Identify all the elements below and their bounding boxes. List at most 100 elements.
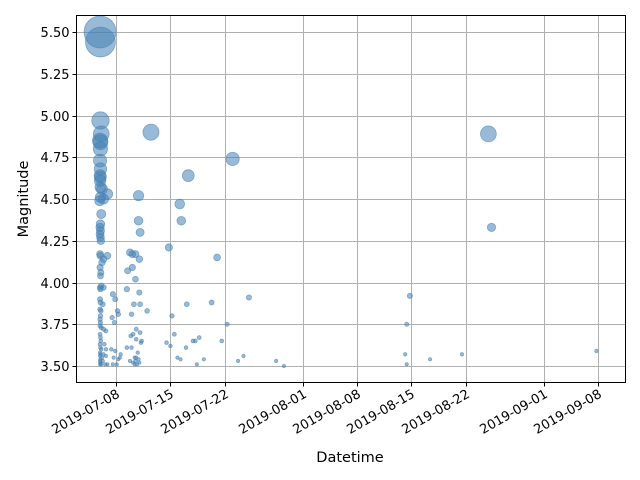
data-point [142, 123, 160, 141]
y-axis-ticks: 3.50 3.75 4.00 4.25 4.50 4.75 5.00 5.25 5.50 [41, 26, 77, 375]
x-axis-label: Datetime [316, 450, 383, 466]
data-point [135, 255, 144, 263]
data-point [171, 331, 177, 337]
data-point [135, 350, 140, 355]
data-point [137, 301, 143, 308]
data-point [194, 362, 199, 367]
data-point [124, 267, 132, 275]
data-point [103, 347, 109, 352]
data-point [196, 335, 202, 340]
data-point [105, 362, 110, 367]
data-point [109, 347, 114, 352]
y-tick-label: 4.50 [41, 193, 70, 208]
data-point [135, 227, 145, 237]
data-point [175, 355, 180, 360]
data-points [83, 15, 599, 368]
data-point [133, 215, 144, 226]
y-axis-label: Magnitude [16, 161, 32, 238]
data-point [118, 352, 123, 357]
data-point [245, 294, 252, 301]
data-point [174, 198, 186, 210]
data-point [459, 352, 465, 357]
data-point [404, 362, 409, 367]
y-tick-label: 5.00 [41, 110, 70, 125]
data-point [136, 289, 143, 296]
data-point [85, 26, 116, 58]
data-point [183, 345, 189, 350]
data-point [128, 311, 135, 317]
data-point [137, 330, 143, 336]
data-point [110, 362, 115, 367]
data-point [94, 195, 106, 207]
data-point [404, 321, 410, 327]
data-point [176, 215, 187, 226]
data-point [128, 333, 134, 339]
data-point [594, 348, 599, 354]
data-point [115, 311, 122, 317]
data-point [127, 358, 133, 364]
y-tick-label: 5.25 [41, 68, 70, 83]
data-point [403, 352, 408, 357]
data-point [480, 125, 497, 143]
data-point [132, 275, 139, 283]
data-point [131, 301, 137, 308]
data-point [96, 236, 106, 245]
data-point [178, 357, 183, 362]
data-point [406, 292, 413, 299]
data-point [164, 340, 169, 345]
data-point [192, 338, 198, 344]
data-point [98, 362, 103, 367]
data-point [109, 291, 116, 298]
data-point [128, 263, 136, 272]
data-point [97, 272, 104, 280]
data-point [96, 209, 107, 219]
data-point [129, 345, 134, 350]
data-point [103, 328, 109, 334]
y-tick-label: 4.00 [41, 277, 70, 292]
data-point [225, 151, 240, 166]
data-point [103, 353, 109, 359]
y-tick-label: 5.50 [41, 26, 70, 41]
data-point [144, 308, 150, 314]
data-point [133, 336, 139, 342]
data-point [132, 190, 145, 202]
data-point [111, 355, 116, 360]
data-point [169, 313, 175, 319]
y-tick-label: 4.75 [41, 151, 70, 166]
y-tick-label: 3.50 [41, 360, 70, 375]
data-point [181, 169, 195, 182]
data-point [235, 358, 241, 364]
data-point [133, 326, 139, 332]
data-point [124, 345, 130, 350]
data-point [274, 358, 279, 364]
data-point [113, 348, 118, 354]
data-point [109, 314, 115, 321]
data-point [117, 355, 122, 360]
data-point [132, 362, 137, 367]
data-point [183, 301, 190, 308]
data-point [112, 296, 119, 303]
data-point [164, 243, 173, 252]
data-point [97, 286, 104, 293]
data-point [486, 222, 497, 232]
data-point [168, 343, 173, 349]
data-point [224, 321, 230, 327]
data-point [427, 357, 433, 362]
data-point [98, 308, 104, 314]
data-point [241, 353, 246, 359]
data-point [138, 340, 144, 345]
data-point [114, 362, 119, 367]
data-point [131, 250, 140, 258]
data-point [281, 363, 286, 368]
data-point [208, 299, 215, 306]
y-tick-label: 4.25 [41, 235, 70, 250]
data-point [213, 253, 221, 262]
data-point [102, 342, 107, 347]
data-point [201, 357, 206, 362]
data-point [111, 320, 118, 326]
data-point [123, 286, 131, 293]
data-point [219, 338, 225, 344]
data-point [99, 301, 106, 308]
